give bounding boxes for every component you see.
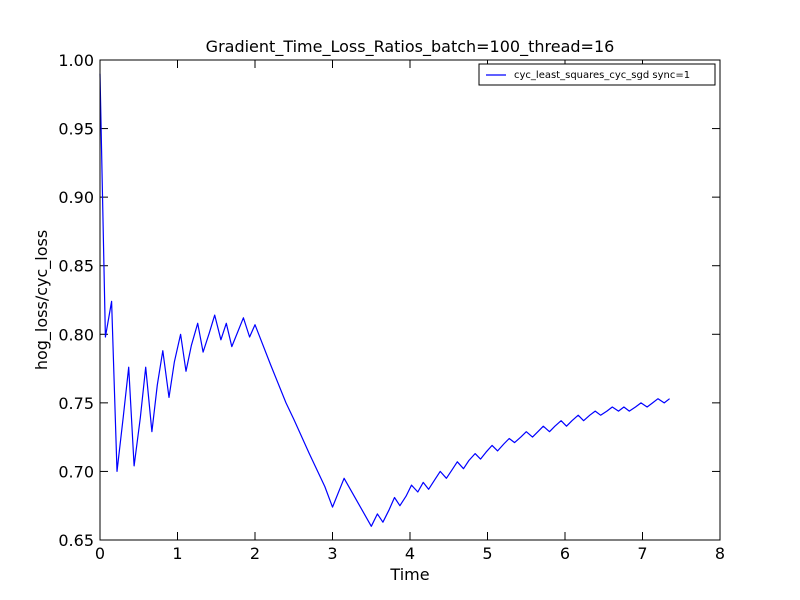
- legend-label: cyc_least_squares_cyc_sgd sync=1: [514, 70, 690, 81]
- y-tick-label: 0.65: [58, 531, 94, 550]
- x-axis-ticks: 0 1 2 3 4 5 6 7 8: [95, 60, 725, 563]
- x-tick-label: 1: [172, 544, 182, 563]
- y-tick-label: 0.70: [58, 462, 94, 481]
- y-axis-label: hog_loss/cyc_loss: [32, 230, 52, 370]
- x-tick-label: 7: [637, 544, 647, 563]
- legend: cyc_least_squares_cyc_sgd sync=1: [478, 63, 716, 86]
- plot-frame: [99, 59, 721, 541]
- y-tick-label: 0.95: [58, 120, 94, 139]
- x-tick-label: 6: [560, 544, 570, 563]
- x-tick-label: 0: [95, 544, 105, 563]
- x-axis-label: Time: [389, 565, 429, 584]
- y-tick-label: 0.80: [58, 325, 94, 344]
- x-tick-label: 4: [405, 544, 415, 563]
- y-tick-label: 0.85: [58, 257, 94, 276]
- y-tick-label: 0.90: [58, 188, 94, 207]
- chart-title: Gradient_Time_Loss_Ratios_batch=100_thre…: [206, 37, 615, 57]
- x-tick-label: 2: [250, 544, 260, 563]
- y-tick-label: 1.00: [58, 51, 94, 70]
- legend-box: [478, 63, 716, 86]
- series-line: [99, 73, 670, 527]
- x-tick-label: 8: [715, 544, 725, 563]
- y-tick-label: 0.75: [58, 394, 94, 413]
- x-tick-label: 5: [482, 544, 492, 563]
- x-tick-label: 3: [327, 544, 337, 563]
